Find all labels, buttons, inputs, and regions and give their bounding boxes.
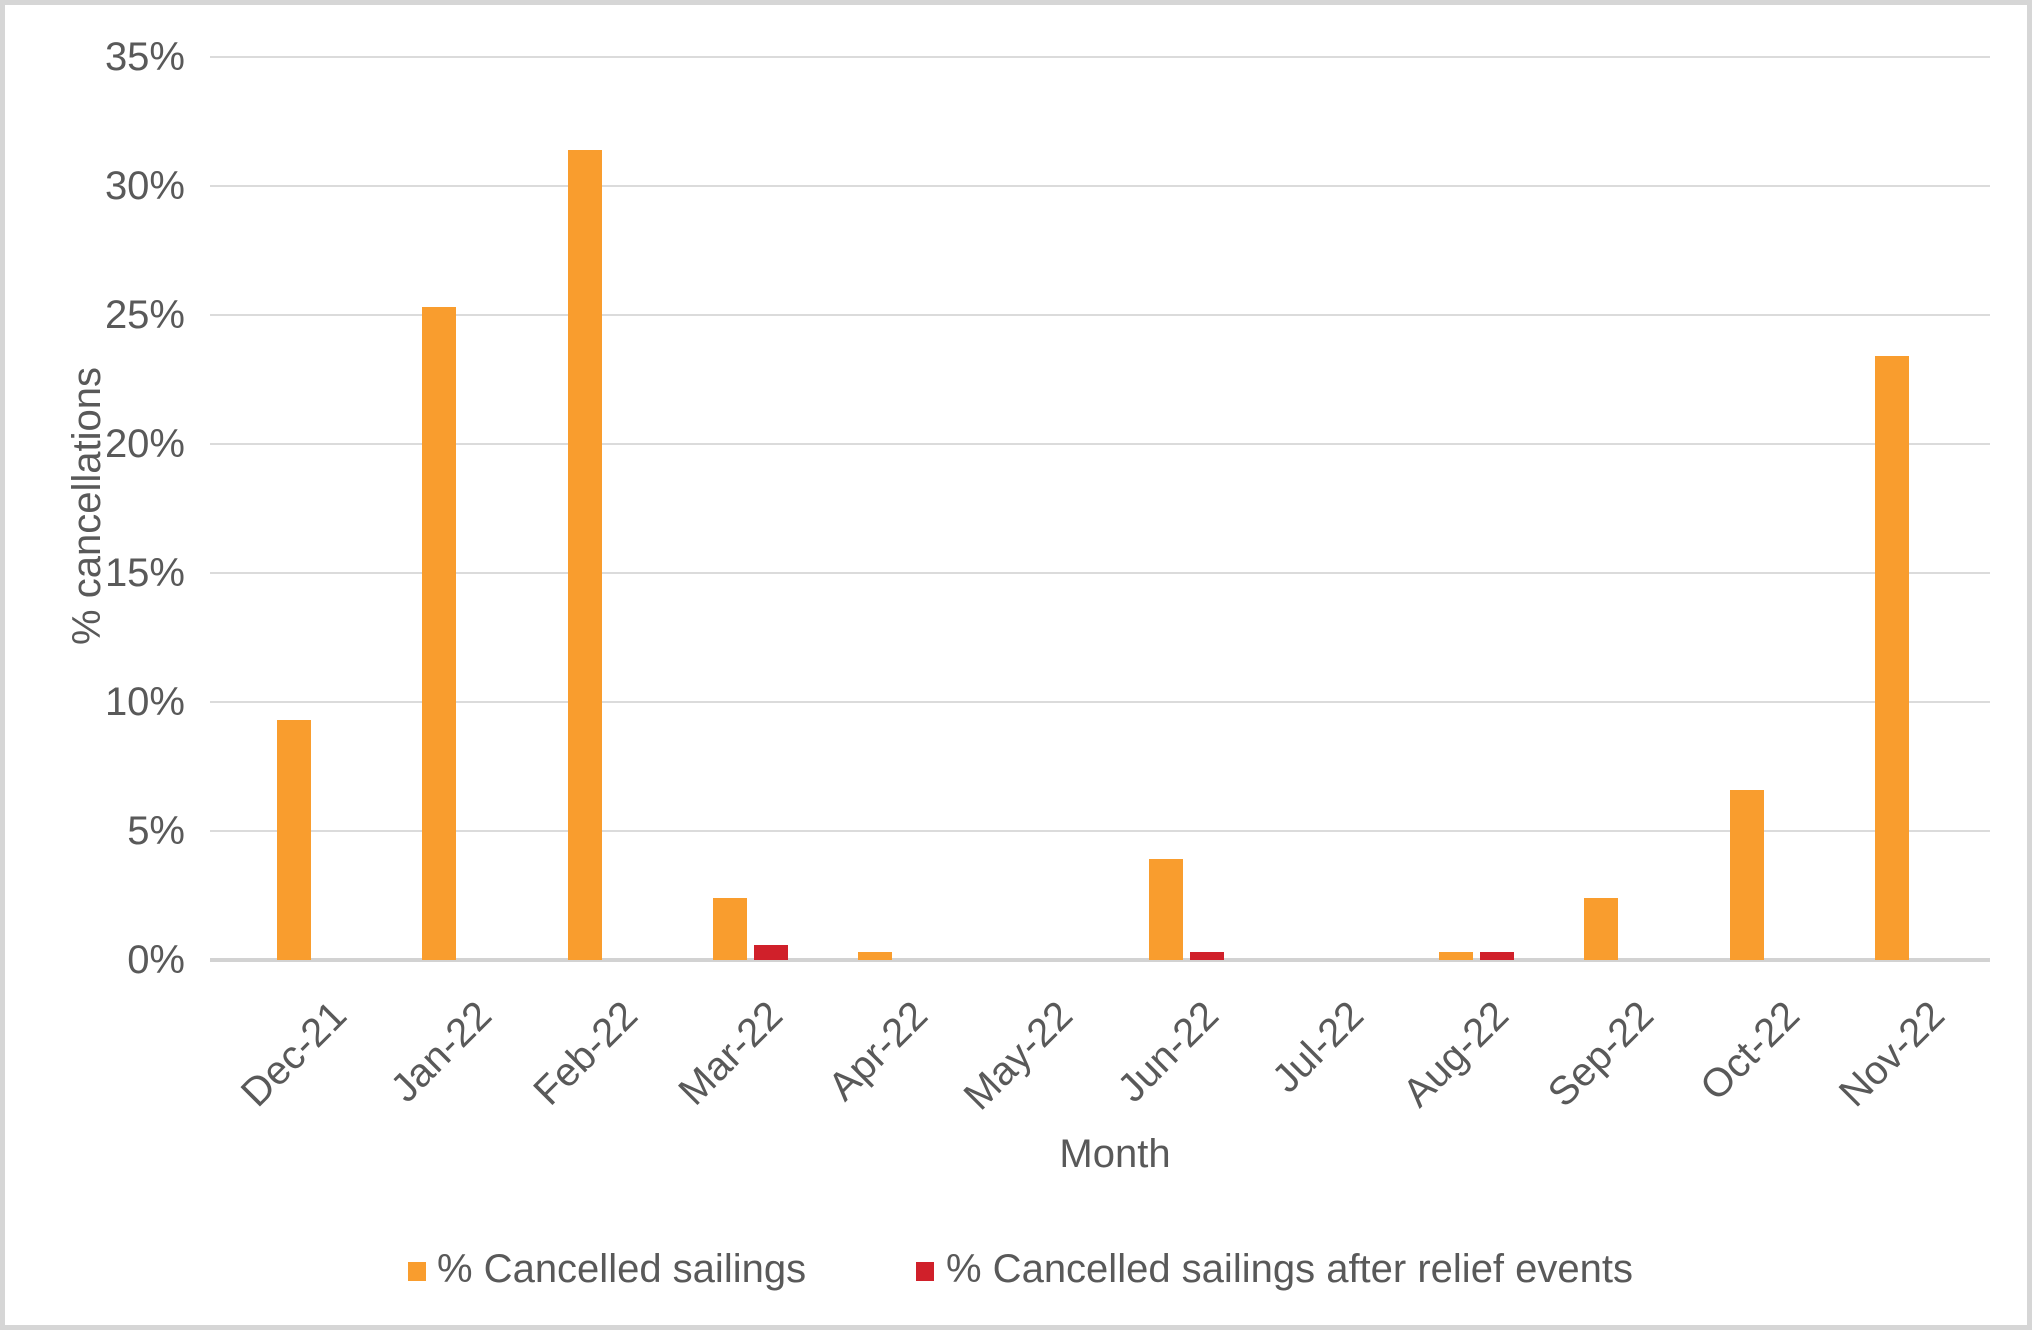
y-tick-label-25: 25%	[104, 293, 185, 337]
x-axis-title: Month	[1059, 1132, 1171, 1176]
gridline-25	[210, 314, 1990, 316]
y-tick-label-0: 0%	[127, 938, 185, 982]
gridline-35	[210, 56, 1990, 58]
bar-cancelled-sailings-Apr-22	[858, 952, 892, 960]
y-tick-label-15: 15%	[104, 551, 185, 595]
legend-label-cancelled-after-relief: % Cancelled sailings after relief events	[946, 1247, 1634, 1291]
y-tick-label-35: 35%	[104, 35, 185, 79]
legend-marker-cancelled-after-relief	[916, 1262, 934, 1281]
bar-cancelled-after-relief-Jun-22	[1190, 952, 1224, 960]
gridline-10	[210, 701, 1990, 703]
x-axis-line	[210, 958, 1990, 962]
bar-cancelled-sailings-Aug-22	[1439, 952, 1473, 960]
gridline-15	[210, 572, 1990, 574]
bar-cancelled-sailings-Mar-22	[713, 898, 747, 960]
legend-label-cancelled-sailings: % Cancelled sailings	[437, 1247, 807, 1291]
y-tick-label-20: 20%	[104, 422, 185, 466]
bar-cancelled-after-relief-Mar-22	[754, 945, 788, 960]
gridline-5	[210, 830, 1990, 832]
bar-cancelled-sailings-Oct-22	[1730, 790, 1764, 960]
gridline-30	[210, 185, 1990, 187]
gridline-20	[210, 443, 1990, 445]
legend-marker-cancelled-sailings	[408, 1262, 426, 1281]
bar-cancelled-sailings-Jan-22	[422, 307, 456, 960]
bar-cancelled-sailings-Sep-22	[1584, 898, 1618, 960]
y-tick-label-30: 30%	[104, 164, 185, 208]
bar-cancelled-sailings-Feb-22	[568, 150, 602, 960]
y-tick-label-10: 10%	[104, 680, 185, 724]
bar-cancelled-sailings-Nov-22	[1875, 356, 1909, 960]
bar-cancelled-after-relief-Aug-22	[1480, 952, 1514, 960]
bar-cancelled-sailings-Jun-22	[1149, 859, 1183, 960]
y-tick-label-5: 5%	[127, 809, 185, 853]
bar-cancelled-sailings-Dec-21	[277, 720, 311, 960]
